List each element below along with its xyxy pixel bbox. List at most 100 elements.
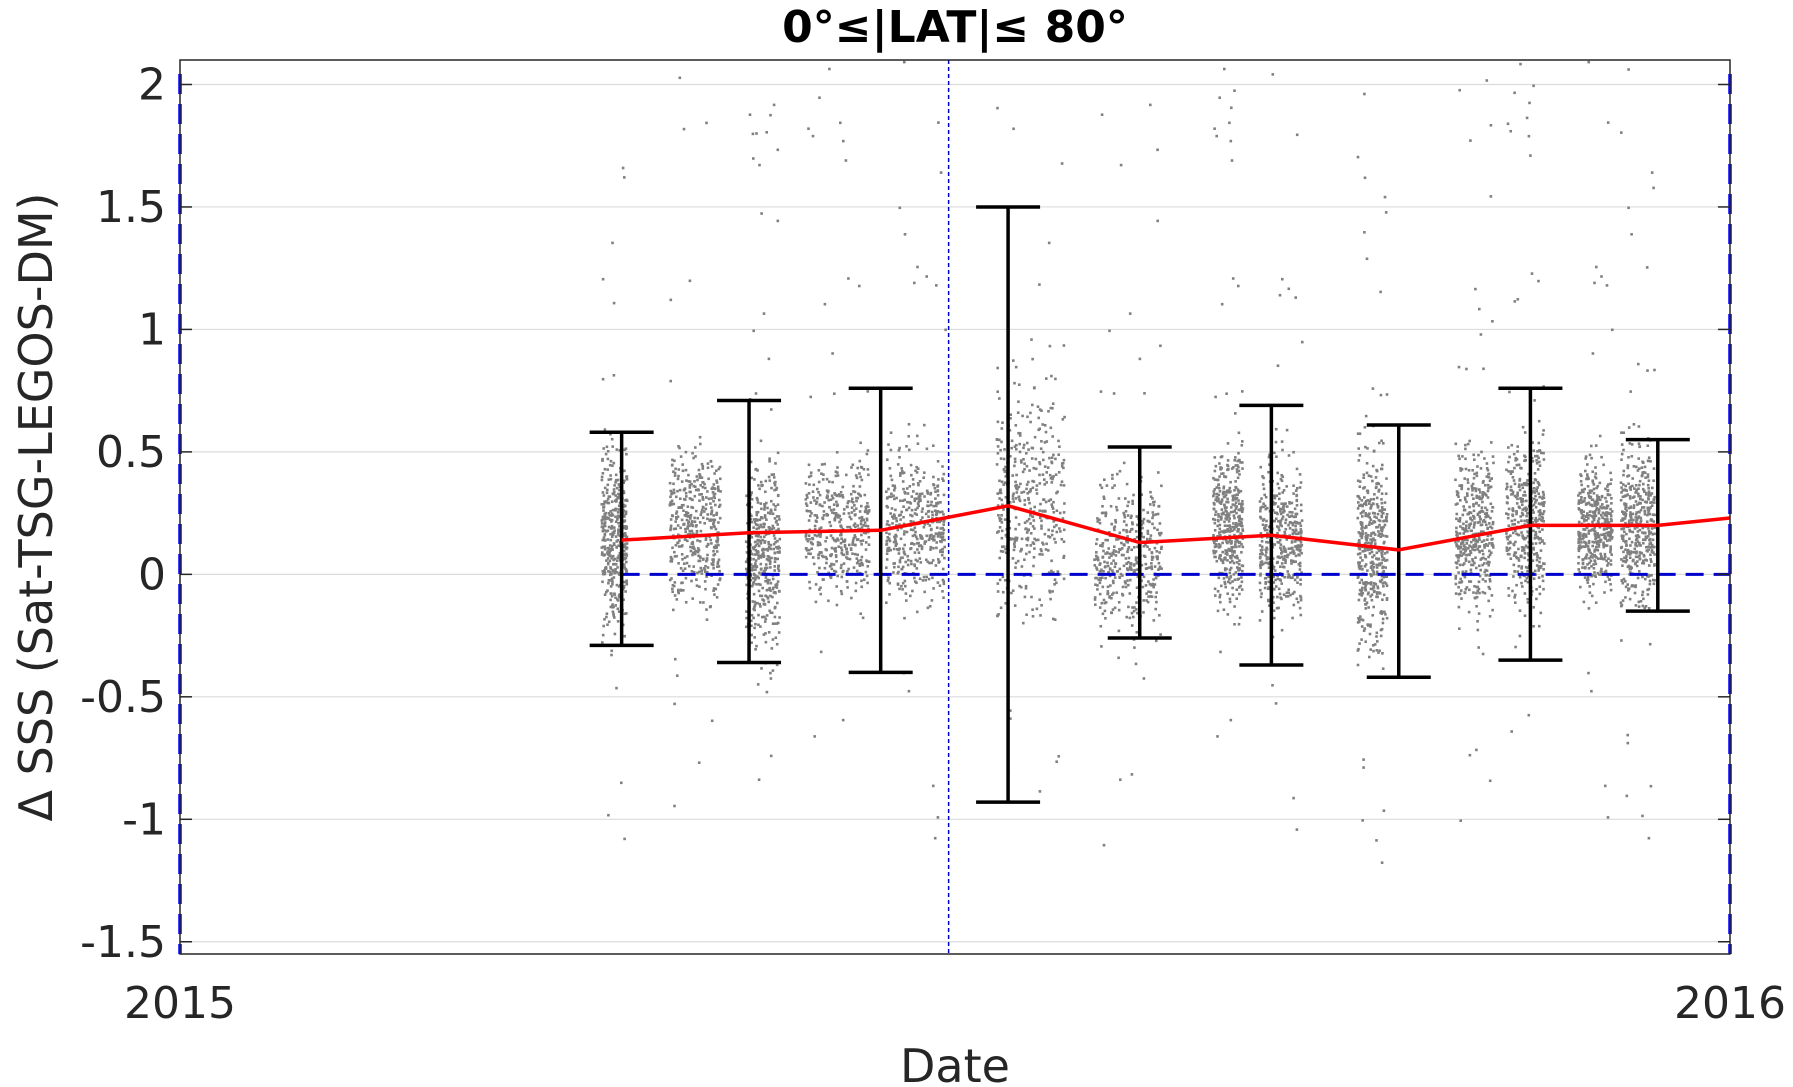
scatter-point [709, 460, 713, 463]
scatter-point [1229, 542, 1233, 545]
scatter-point [745, 610, 748, 613]
scatter-point [769, 566, 772, 569]
scatter-point [1037, 416, 1040, 420]
scatter-point [753, 600, 757, 604]
scatter-point [763, 508, 766, 511]
scatter-point [684, 450, 688, 454]
scatter-point [1218, 527, 1222, 531]
scatter-point [753, 545, 757, 549]
scatter-point [1467, 526, 1471, 530]
scatter-point [1101, 505, 1104, 508]
scatter-point [1279, 477, 1283, 481]
scatter-point [674, 527, 678, 530]
scatter-point [1279, 543, 1283, 546]
scatter-point [776, 148, 780, 152]
scatter-point [1218, 486, 1221, 490]
scatter-point [1372, 590, 1376, 594]
scatter-point [759, 535, 763, 539]
scatter-point [847, 277, 850, 280]
scatter-point [915, 581, 918, 584]
scatter-point [1150, 565, 1153, 568]
scatter-point [829, 576, 833, 580]
scatter-point [696, 478, 699, 482]
scatter-point [1481, 495, 1484, 498]
scatter-point [1134, 556, 1138, 559]
scatter-point [759, 523, 762, 527]
scatter-point [1279, 521, 1282, 525]
scatter-point [1029, 513, 1032, 516]
scatter-point [935, 502, 938, 505]
scatter-point [1367, 474, 1371, 477]
scatter-point [1014, 516, 1018, 519]
scatter-point [840, 551, 843, 555]
scatter-point [1381, 582, 1385, 585]
scatter-point [712, 553, 715, 557]
scatter-point [1149, 590, 1153, 594]
scatter-point [1125, 530, 1129, 534]
scatter-point [1022, 490, 1026, 494]
scatter-point [1284, 527, 1288, 531]
scatter-point [1507, 535, 1510, 539]
scatter-point [1377, 530, 1380, 533]
scatter-point [1025, 531, 1029, 534]
scatter-point [1358, 581, 1362, 584]
scatter-point [855, 499, 858, 503]
scatter-point [1468, 523, 1471, 526]
scatter-point [1525, 514, 1528, 518]
scatter-point [1535, 489, 1539, 493]
scatter-point [1218, 545, 1222, 549]
scatter-point [1485, 462, 1489, 465]
scatter-point [758, 525, 761, 529]
scatter-point [1017, 431, 1020, 435]
scatter-point [906, 492, 910, 495]
scatter-point [1095, 554, 1098, 558]
scatter-point [1224, 475, 1228, 479]
scatter-point [899, 556, 903, 560]
scatter-point [608, 495, 612, 498]
scatter-point [693, 547, 696, 551]
scatter-point [603, 618, 606, 621]
scatter-point [766, 579, 770, 583]
scatter-point [603, 518, 607, 521]
scatter-point [1013, 537, 1016, 541]
scatter-point [1152, 578, 1155, 581]
scatter-point [907, 506, 911, 510]
scatter-point [888, 539, 892, 543]
scatter-point [1298, 486, 1302, 489]
scatter-point [1532, 497, 1536, 501]
scatter-point [825, 557, 829, 561]
scatter-point [683, 567, 687, 570]
scatter-point [1533, 519, 1537, 522]
scatter-point [1381, 621, 1385, 625]
scatter-point [1117, 608, 1121, 612]
scatter-point [745, 583, 748, 587]
scatter-point [1049, 406, 1053, 410]
scatter-point [1267, 470, 1270, 474]
scatter-point [1093, 598, 1097, 601]
scatter-point [671, 514, 675, 518]
scatter-point [1108, 574, 1112, 578]
scatter-point [1055, 530, 1059, 534]
scatter-point [673, 581, 677, 584]
scatter-point [1062, 554, 1066, 558]
scatter-point [1363, 597, 1367, 601]
scatter-point [1015, 536, 1019, 540]
scatter-point [1018, 584, 1021, 588]
scatter-point [847, 500, 850, 503]
scatter-point [1365, 526, 1368, 529]
scatter-point [1220, 512, 1224, 516]
scatter-point [1287, 573, 1290, 576]
scatter-point [688, 486, 692, 489]
scatter-point [848, 543, 851, 547]
scatter-point [817, 533, 821, 536]
scatter-point [1055, 509, 1059, 512]
scatter-point [677, 590, 680, 593]
scatter-point [821, 517, 825, 521]
scatter-point [930, 561, 933, 565]
scatter-point [833, 392, 836, 395]
scatter-point [668, 578, 672, 582]
scatter-point [1286, 553, 1289, 557]
scatter-point [1268, 463, 1271, 466]
scatter-point [688, 484, 692, 487]
scatter-point [616, 607, 620, 611]
